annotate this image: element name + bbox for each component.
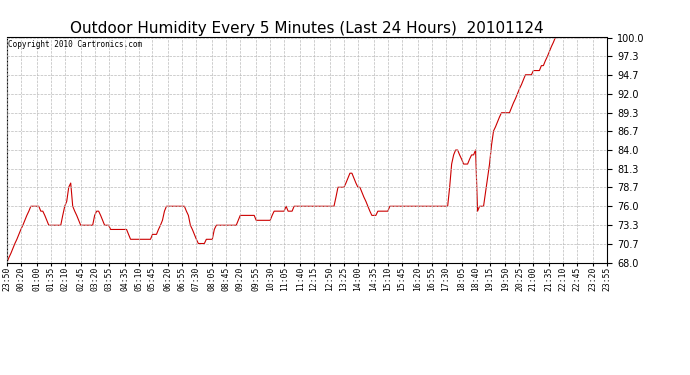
Title: Outdoor Humidity Every 5 Minutes (Last 24 Hours)  20101124: Outdoor Humidity Every 5 Minutes (Last 2… (70, 21, 544, 36)
Text: Copyright 2010 Cartronics.com: Copyright 2010 Cartronics.com (8, 40, 142, 49)
